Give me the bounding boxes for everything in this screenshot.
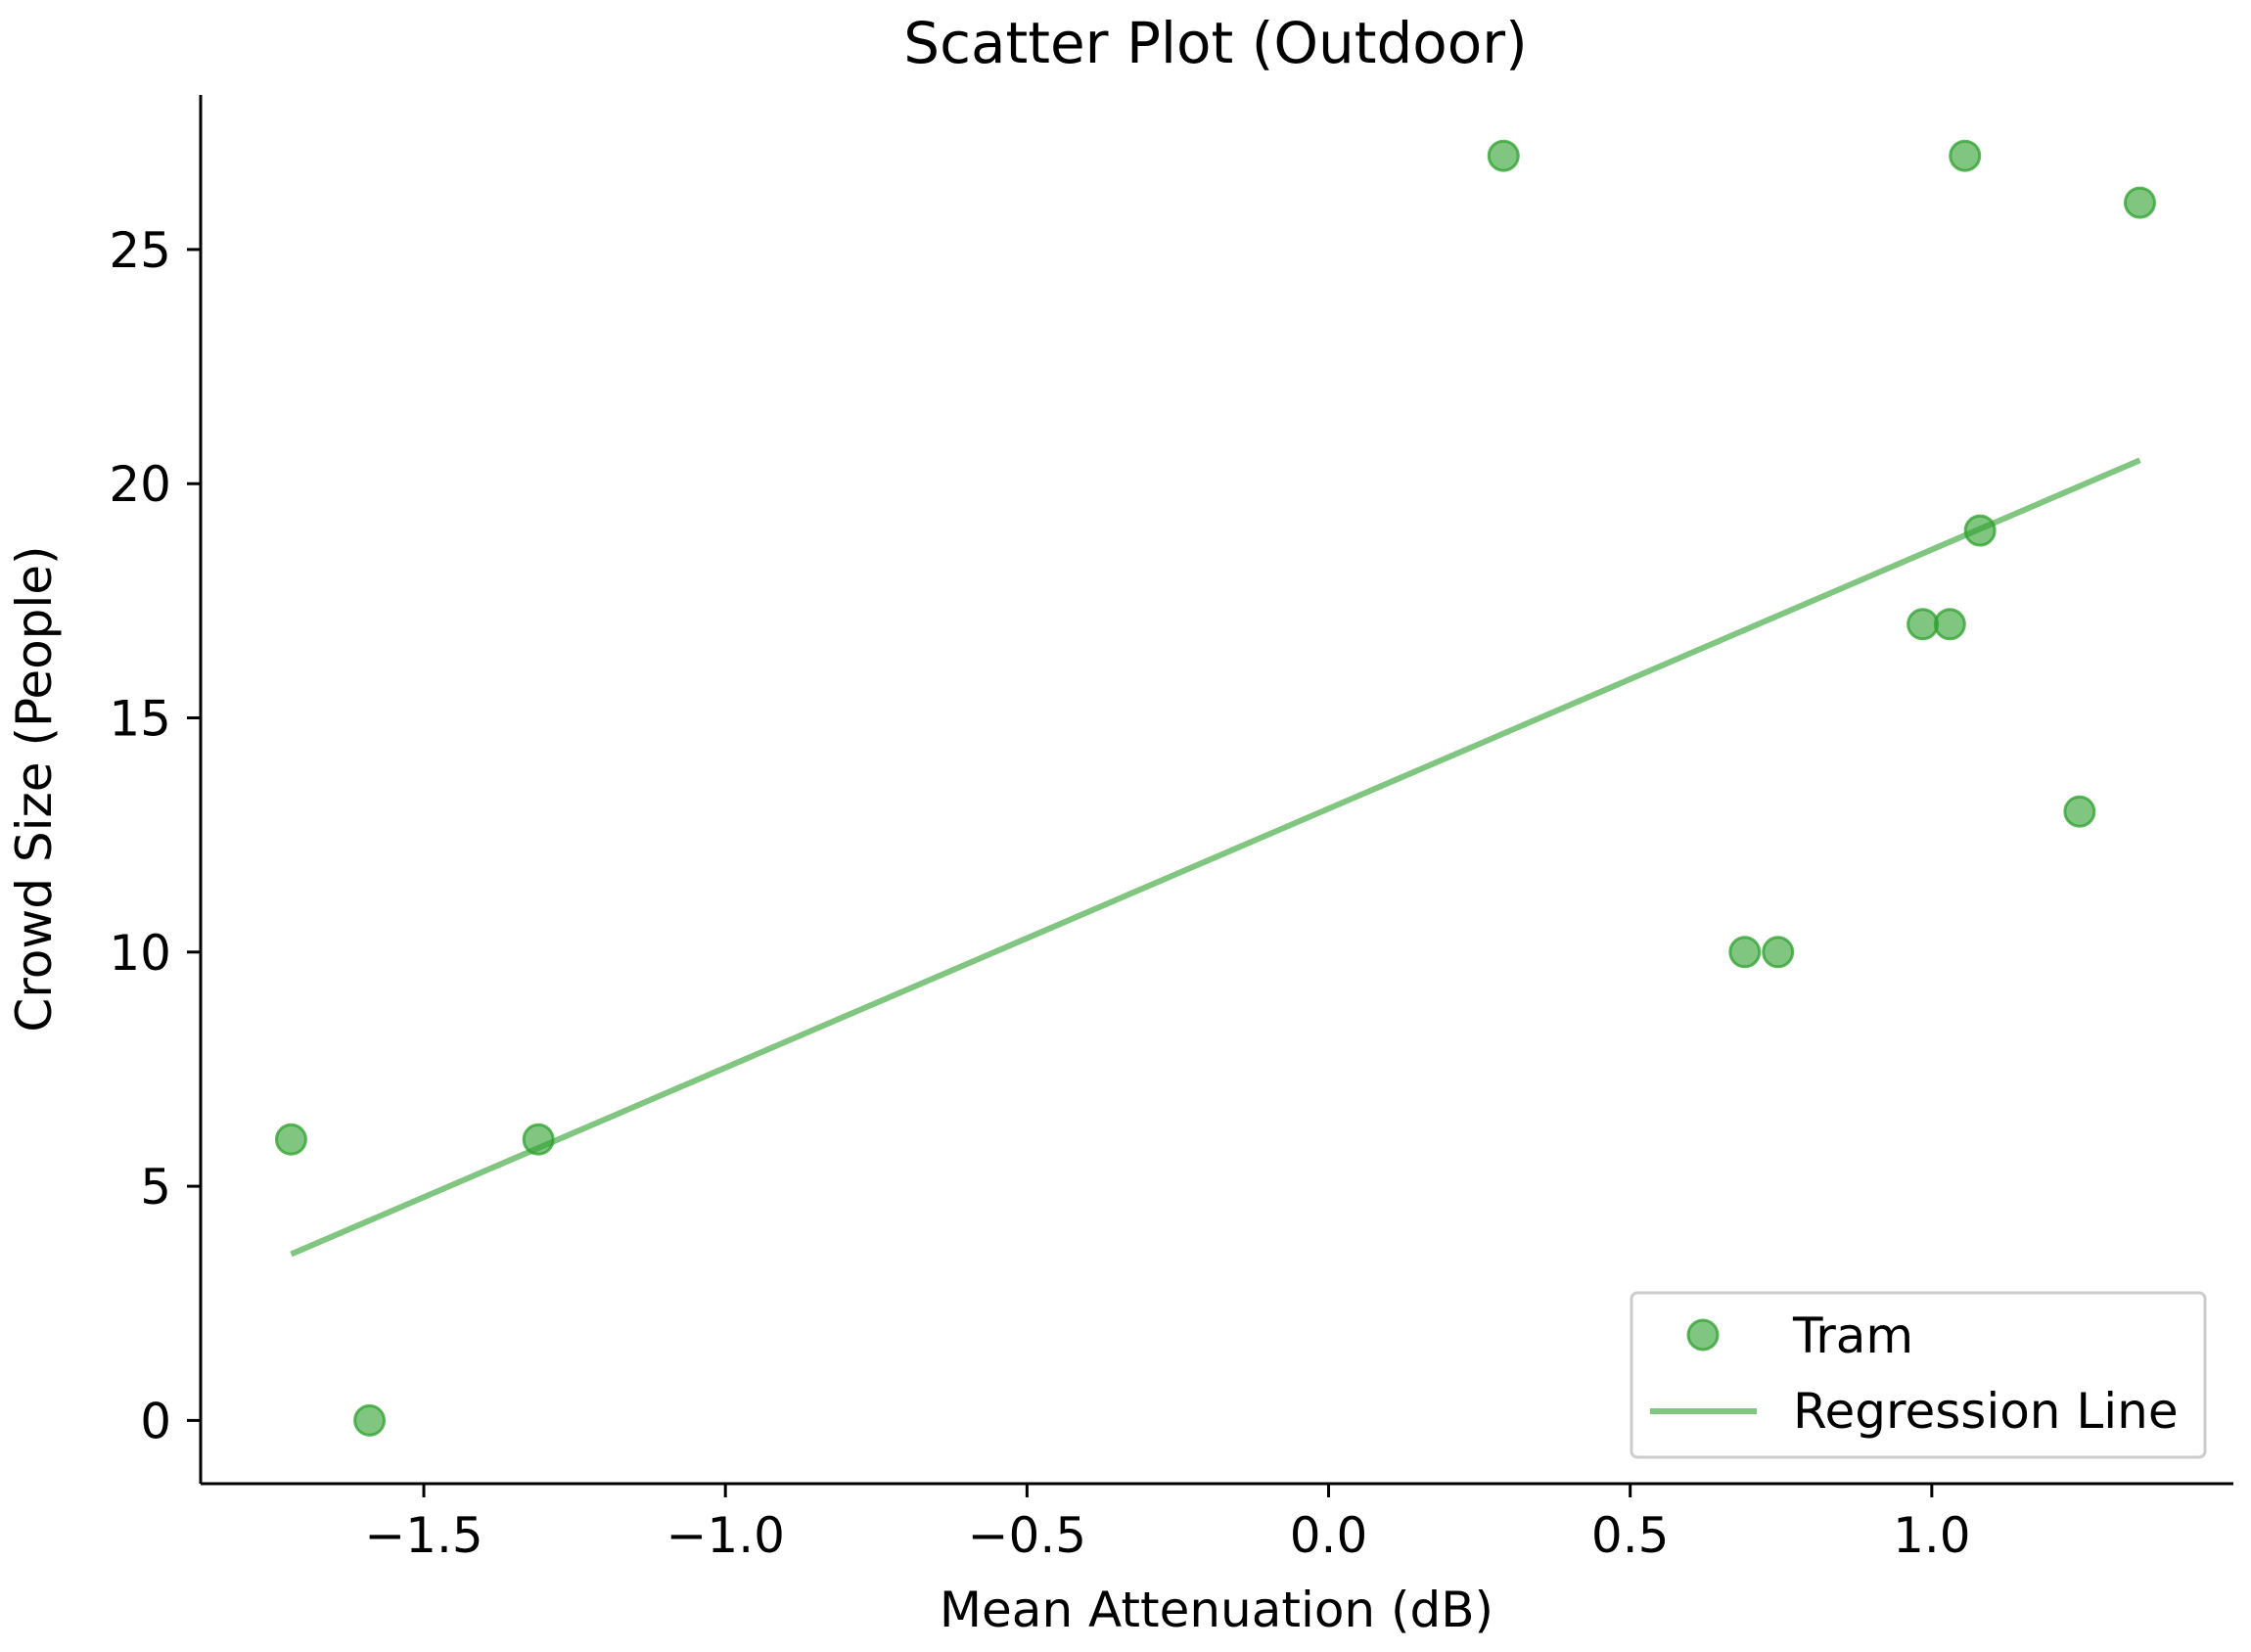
x-tick-label: −1.5 xyxy=(364,1507,482,1564)
tram-data-point xyxy=(1949,139,1982,172)
tram-data-point xyxy=(1762,936,1795,969)
legend-tram-label: Tram xyxy=(1792,1308,1913,1364)
tram-data-point xyxy=(2123,186,2156,219)
x-axis-label: Mean Attenuation (dB) xyxy=(940,1582,1493,1638)
tram-data-point xyxy=(274,1123,307,1156)
x-tick-label: 1.0 xyxy=(1893,1507,1971,1564)
tram-data-point xyxy=(1963,514,1997,547)
tram-data-point xyxy=(1728,936,1762,969)
plot-marks xyxy=(274,139,2156,1437)
tram-data-point xyxy=(353,1403,387,1437)
y-tick-label: 5 xyxy=(140,1159,171,1216)
y-tick-label: 15 xyxy=(109,691,171,748)
tram-data-point xyxy=(1487,139,1520,172)
y-tick-label: 0 xyxy=(140,1393,171,1449)
x-tick-label: 0.5 xyxy=(1591,1507,1670,1564)
y-ticks: 0 5 10 15 20 25 xyxy=(109,222,201,1449)
axes xyxy=(199,95,2233,1486)
tram-data-point xyxy=(1906,608,1940,641)
legend-regression-label: Regression Line xyxy=(1793,1383,2179,1440)
y-axis-label: Crowd Size (People) xyxy=(6,545,63,1032)
regression-line xyxy=(290,457,2141,1258)
legend-tram-marker xyxy=(1686,1318,1720,1352)
x-tick-label: −1.0 xyxy=(666,1507,784,1564)
x-tick-label: −0.5 xyxy=(968,1507,1086,1564)
x-ticks: −1.5 −1.0 −0.5 0.0 0.5 1.0 xyxy=(364,1484,1971,1564)
x-tick-label: 0.0 xyxy=(1290,1507,1368,1564)
legend-box xyxy=(1630,1291,2207,1459)
tram-data-point xyxy=(2063,795,2096,828)
tram-data-point xyxy=(1933,608,1966,641)
chart-title: Scatter Plot (Outdoor) xyxy=(903,10,1528,76)
y-tick-label: 10 xyxy=(109,925,171,982)
y-tick-label: 20 xyxy=(109,456,171,513)
legend: Tram Regression Line xyxy=(1630,1291,2207,1459)
tram-data-point xyxy=(522,1123,555,1156)
y-tick-label: 25 xyxy=(109,222,171,279)
